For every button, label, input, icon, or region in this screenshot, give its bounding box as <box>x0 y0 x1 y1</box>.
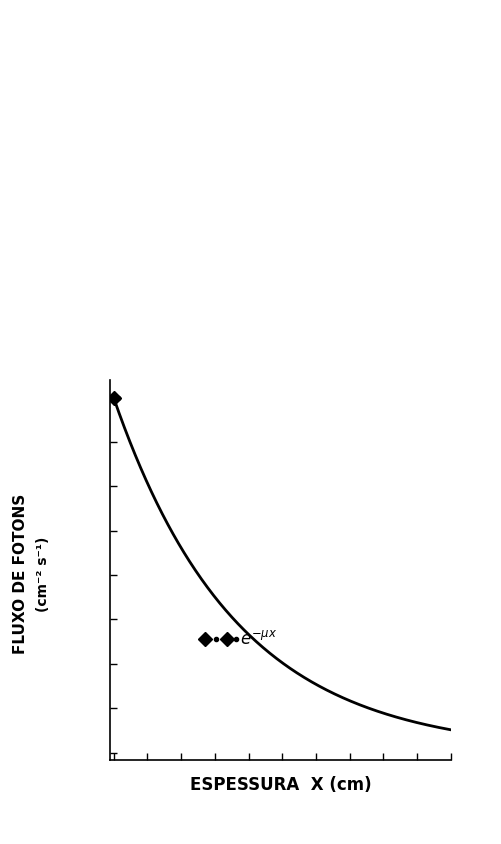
Text: FLUXO DE FOTONS: FLUXO DE FOTONS <box>13 494 28 654</box>
Text: (cm⁻² s⁻¹): (cm⁻² s⁻¹) <box>36 536 50 612</box>
Text: $e^{-\mu x}$: $e^{-\mu x}$ <box>240 630 278 648</box>
X-axis label: ESPESSURA  X (cm): ESPESSURA X (cm) <box>190 776 371 793</box>
